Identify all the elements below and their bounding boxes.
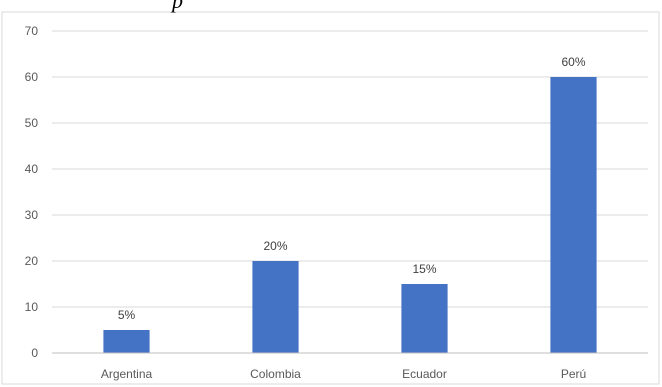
y-tick-label: 60 bbox=[25, 70, 39, 84]
category-labels: Argentina Colombia Ecuador Perú bbox=[101, 367, 586, 381]
y-axis-ticks: 0 10 20 30 40 50 60 70 bbox=[25, 24, 39, 360]
data-label: 20% bbox=[263, 239, 287, 253]
bar-argentina bbox=[103, 330, 150, 353]
x-tick-label: Colombia bbox=[250, 367, 301, 381]
x-tick-label: Ecuador bbox=[402, 367, 447, 381]
y-tick-label: 0 bbox=[31, 346, 38, 360]
bar-per bbox=[550, 77, 597, 353]
data-label: 60% bbox=[561, 55, 585, 69]
y-tick-label: 50 bbox=[25, 116, 39, 130]
y-tick-label: 30 bbox=[25, 208, 39, 222]
title-fragment: p bbox=[170, 0, 183, 13]
y-tick-label: 40 bbox=[25, 162, 39, 176]
data-labels: 5% 20% 15% 60% bbox=[118, 55, 586, 322]
bars bbox=[103, 77, 597, 353]
bar-colombia bbox=[252, 261, 299, 353]
y-tick-label: 70 bbox=[25, 24, 39, 38]
chart-border bbox=[1, 11, 660, 385]
bar-ecuador bbox=[401, 284, 448, 353]
y-tick-label: 10 bbox=[25, 300, 39, 314]
y-tick-label: 20 bbox=[25, 254, 39, 268]
data-label: 15% bbox=[412, 262, 436, 276]
x-tick-label: Argentina bbox=[101, 367, 153, 381]
gridlines bbox=[52, 30, 648, 308]
x-tick-label: Perú bbox=[561, 367, 586, 381]
data-label: 5% bbox=[118, 308, 136, 322]
